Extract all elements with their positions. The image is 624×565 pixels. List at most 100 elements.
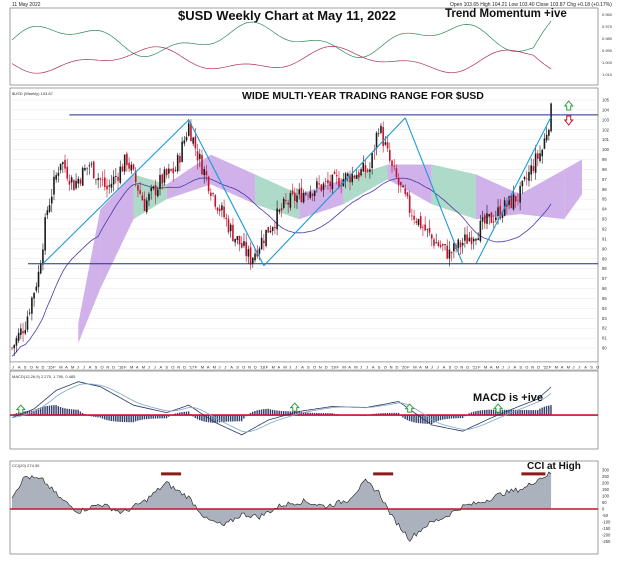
candle-body [66,167,68,179]
x-axis-strip [10,362,598,370]
x-tick-label: J [224,365,226,370]
candle-body [69,181,71,185]
candle-body [298,189,300,194]
candle-body [360,169,362,175]
macd-histogram-bar [546,406,547,415]
price-tick-label: 82 [602,326,607,331]
macd-histogram-bar [230,415,231,421]
candle-body [55,175,57,179]
macd-histogram-bar [541,408,542,416]
price-tick-label: 80 [602,346,607,351]
candle-body [314,191,316,196]
x-tick-label: M [425,365,428,370]
price-tick-label: 83 [602,316,607,321]
candle-body [387,142,389,148]
candle-body [230,225,232,232]
macd-histogram-bar [201,415,202,421]
candle-body [261,238,263,249]
x-tick-label: O [171,365,174,370]
x-tick-label: M [354,365,357,370]
candle-body [351,173,353,182]
candle-body [172,168,174,173]
price-tick-label: 94 [602,207,607,212]
x-tick-label: M [413,365,416,370]
candle-body [40,264,42,273]
candle-body [305,193,307,194]
candle-body [18,333,20,341]
candle-body [124,155,126,172]
x-tick-label: M [59,365,62,370]
candle-body [42,249,44,264]
candle-body [321,185,323,191]
candle-body [546,135,548,141]
candle-body [486,213,488,223]
candle-body [91,164,93,165]
candle-body [150,188,152,191]
candle-body [16,338,18,345]
x-tick-label: A [160,365,163,370]
candle-body [409,195,411,212]
candle-body [265,230,267,246]
candle-body [511,196,513,208]
x-tick-label: M [213,365,216,370]
candle-body [524,177,526,179]
momentum-tick-label: 0.980 [602,36,613,41]
macd-histogram-bar [228,415,229,422]
macd-histogram-bar [548,406,549,416]
candle-body [451,252,453,253]
x-tick-label: J [431,365,433,370]
candle-body [533,166,535,171]
macd-histogram-bar [544,407,545,416]
candle-body [24,330,26,333]
x-tick-label: S [95,365,98,370]
candle-body [237,236,239,240]
candle-body [133,164,135,169]
candle-body [473,239,475,241]
candle-body [241,243,243,248]
candle-body [75,181,77,188]
price-panel-label: $USD (Weekly) 103.87 [12,91,54,96]
cci-tick-label: 200 [602,480,610,485]
candle-body [77,179,79,184]
cci-tick-label: 0 [602,507,605,512]
macd-histogram-bar [219,415,220,422]
price-tick-label: 93 [602,217,607,222]
candle-body [449,250,451,259]
candle-body [148,194,150,201]
candle-body [82,168,84,186]
price-tick-label: 86 [602,286,607,291]
x-tick-label: M [484,365,487,370]
macd-histogram-bar [53,405,54,415]
candle-body [47,210,49,215]
macd-histogram-bar [128,415,129,422]
macd-histogram-bar [241,415,242,421]
x-tick-label: S [307,365,310,370]
candle-body [393,166,395,167]
candle-body [292,190,294,194]
x-tick-label: N [177,365,180,370]
price-tick-label: 105 [602,98,610,103]
candle-body [389,150,391,161]
momentum-annotation: Trend Momentum +ive [445,8,567,20]
x-tick-label: A [514,365,517,370]
candle-body [113,177,115,185]
x-tick-label: M [283,365,286,370]
candle-body [144,199,146,211]
macd-histogram-bar [117,415,118,422]
candle-body [460,242,462,247]
candle-body [117,177,119,181]
x-tick-label: D [42,365,45,370]
candle-body [407,192,409,196]
candle-body [475,239,477,240]
candle-body [168,169,170,174]
macd-histogram-bar [111,415,112,421]
cci-tick-label: -250 [602,539,611,544]
candle-body [131,165,133,171]
candle-body [513,194,515,209]
candle-body [155,185,157,195]
macd-histogram-bar [438,415,439,421]
macd-histogram-bar [239,415,240,421]
candle-body [197,151,199,160]
cci-panel-label: CCI(20) 274.30 [12,463,40,468]
